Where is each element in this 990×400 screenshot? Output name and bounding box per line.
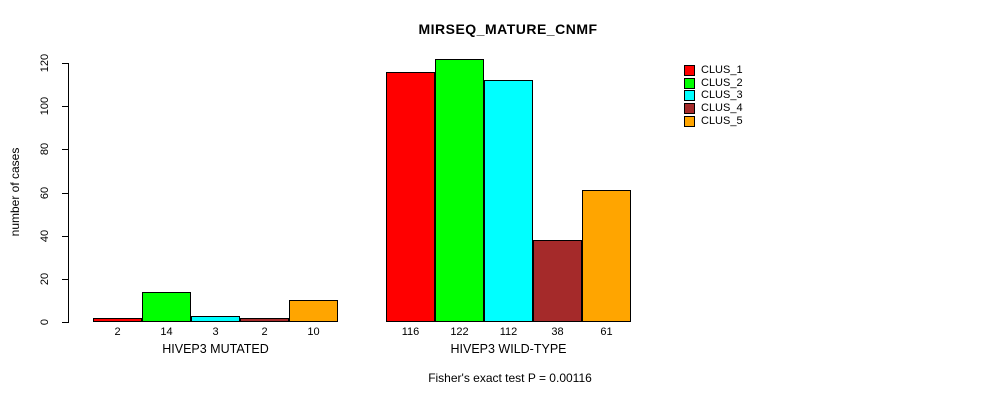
bar-value-label: 122 [450,326,469,338]
legend-swatch-clus_5 [684,115,695,127]
bar-clus_3 [191,316,240,322]
y-tick-mark [62,63,68,64]
bar-clus_1 [386,72,435,322]
y-tick-mark [62,279,68,280]
group-label: HIVEP3 WILD-TYPE [450,342,567,356]
bar-value-label: 14 [160,326,173,338]
bar-value-label: 116 [401,326,420,338]
y-tick-mark [62,106,68,107]
y-tick-label: 60 [39,186,51,200]
legend-item-clus_4: CLUS_4 [684,102,743,115]
legend-label: CLUS_3 [701,89,743,102]
bar-clus_1 [93,318,142,322]
bar-clus_4 [533,240,582,322]
y-tick-label: 40 [39,229,51,243]
y-tick-label: 80 [39,142,51,156]
legend-swatch-clus_3 [684,90,695,102]
bar-value-label: 112 [499,326,518,338]
legend-item-clus_2: CLUS_2 [684,77,743,90]
y-tick-label: 120 [39,53,51,73]
legend-swatch-clus_2 [684,77,695,89]
legend-item-clus_5: CLUS_5 [684,115,743,128]
bar-value-label: 3 [212,326,219,338]
y-tick-mark [62,149,68,150]
bar-clus_3 [484,80,533,322]
legend-label: CLUS_2 [701,76,743,89]
bar-clus_5 [289,300,338,322]
legend-label: CLUS_1 [701,63,743,76]
bar-clus_5 [582,190,631,322]
y-axis-label: number of cases [8,147,22,237]
legend-label: CLUS_5 [701,114,743,127]
chart-title: MIRSEQ_MATURE_CNMF [418,21,598,37]
legend-swatch-clus_4 [684,102,695,114]
y-tick-mark [62,236,68,237]
fisher-test-caption: Fisher's exact test P = 0.00116 [428,371,592,385]
legend-label: CLUS_4 [701,101,743,114]
legend: CLUS_1 CLUS_2 CLUS_3 CLUS_4 CLUS_5 [684,64,743,127]
y-tick-label: 0 [39,318,51,326]
y-tick-mark [62,322,68,323]
bar-value-label: 61 [600,326,613,338]
bar-clus_2 [142,292,191,322]
bar-value-label: 10 [307,326,320,338]
legend-item-clus_3: CLUS_3 [684,89,743,102]
y-tick-mark [62,193,68,194]
legend-item-clus_1: CLUS_1 [684,64,743,77]
group-label: HIVEP3 MUTATED [162,342,269,356]
bar-value-label: 38 [551,326,564,338]
legend-swatch-clus_1 [684,64,695,76]
bar-clus_2 [435,59,484,322]
bar-value-label: 2 [114,326,121,338]
y-axis-line [68,63,69,323]
bar-clus_4 [240,318,289,322]
bar-value-label: 2 [261,326,268,338]
y-tick-label: 100 [39,96,51,116]
y-tick-label: 20 [39,272,51,286]
